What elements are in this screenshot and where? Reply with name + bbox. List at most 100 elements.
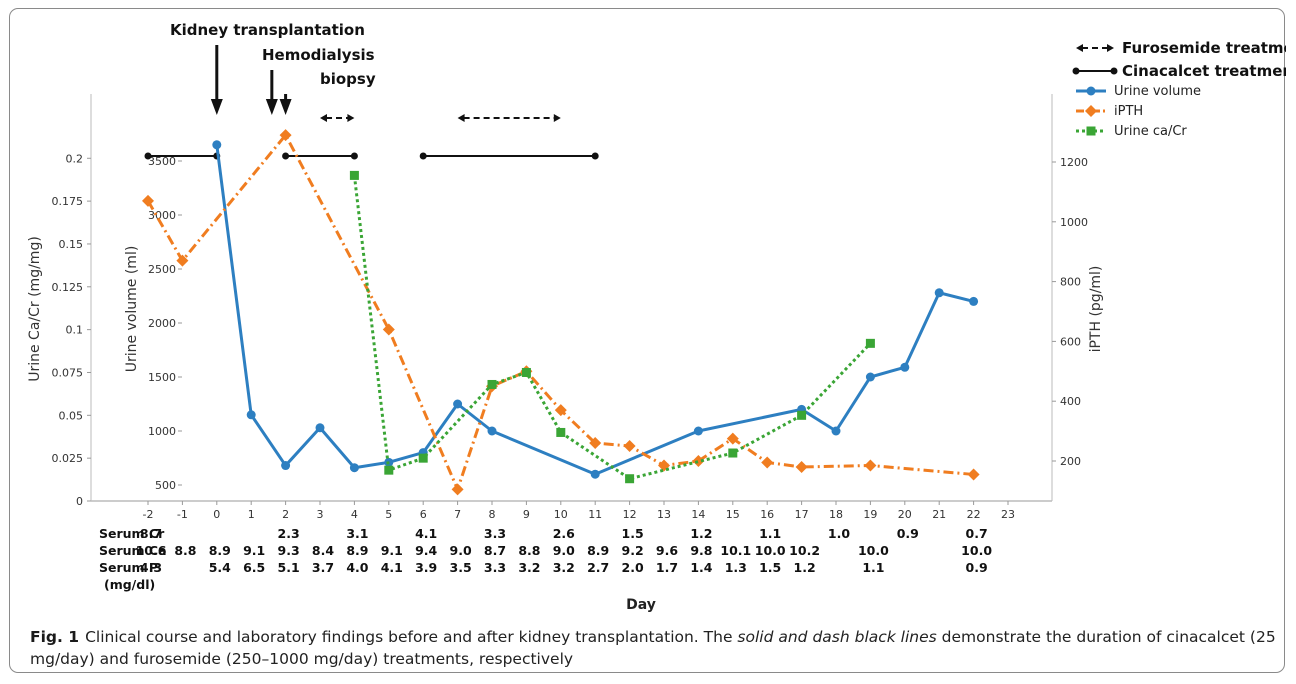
event-label: Hemodialysis xyxy=(262,46,375,64)
lab-value: 9.3 xyxy=(278,543,300,558)
lab-value: 8.9 xyxy=(346,543,368,558)
point-ipth xyxy=(451,483,464,496)
lab-value: 8.7 xyxy=(140,526,162,541)
point-urine-cacr xyxy=(521,367,531,377)
point-urine-volume xyxy=(590,469,600,479)
lab-value: 3.3 xyxy=(484,526,506,541)
lab-value: 2.6 xyxy=(553,526,575,541)
x-tick-label: 13 xyxy=(657,508,671,521)
lab-value: 1.2 xyxy=(794,560,816,575)
caption-italic: solid and dash black lines xyxy=(737,628,937,646)
point-ipth xyxy=(726,432,739,445)
legend-swatch-marker xyxy=(1085,105,1097,117)
lab-value: 9.6 xyxy=(656,543,678,558)
ipth-tick-label: 400 xyxy=(1060,395,1081,408)
point-ipth xyxy=(142,194,154,207)
point-urine-volume xyxy=(900,362,910,372)
cacr-tick-label: 0.05 xyxy=(59,409,84,422)
volume-tick-label: 3000 xyxy=(148,209,176,222)
furosemide-arrowhead xyxy=(320,114,327,122)
lab-value: 10.1 xyxy=(720,543,751,558)
lab-value: 9.0 xyxy=(553,543,575,558)
cinacalcet-endpoint xyxy=(419,152,427,160)
furosemide-arrowhead xyxy=(553,114,561,122)
x-tick-label: 21 xyxy=(932,508,946,521)
cacr-tick-label: 0.15 xyxy=(59,238,84,251)
point-urine-cacr xyxy=(625,474,635,484)
point-urine-volume xyxy=(969,296,979,306)
point-urine-volume xyxy=(212,140,222,150)
x-tick-label: 17 xyxy=(795,508,809,521)
lab-value: 9.1 xyxy=(381,543,403,558)
y-axis-title-volume: Urine volume (ml) xyxy=(124,246,140,373)
lab-value: 0.9 xyxy=(966,560,988,575)
volume-tick-label: 1000 xyxy=(148,425,176,438)
point-ipth xyxy=(176,254,189,267)
cacr-tick-label: 0 xyxy=(76,495,83,508)
point-ipth xyxy=(967,468,980,481)
lab-value: 4.3 xyxy=(140,560,162,575)
lab-value: 4.1 xyxy=(415,526,437,541)
point-ipth xyxy=(692,455,705,467)
lab-value: 5.4 xyxy=(209,560,231,575)
point-ipth xyxy=(382,323,395,336)
lab-value: 10.0 xyxy=(858,543,889,558)
point-urine-volume xyxy=(349,463,359,473)
x-tick-label: 5 xyxy=(385,508,392,521)
point-ipth xyxy=(589,437,602,450)
lab-value: 1.5 xyxy=(622,526,644,541)
lab-value: 8.8 xyxy=(174,543,196,558)
legend-cinacalcet-dot xyxy=(1110,67,1118,75)
lab-value: 10.6 xyxy=(136,543,167,558)
x-tick-label: 3 xyxy=(317,508,324,521)
lab-value: 9.8 xyxy=(690,543,712,558)
caption-text-2: demonstrate the duration of cinacalcet (… xyxy=(30,628,1276,668)
legend-label: Urine volume xyxy=(1114,84,1201,99)
x-tick-label: 6 xyxy=(420,508,427,521)
lab-value: 4.1 xyxy=(381,560,403,575)
legend-furosemide-arrow xyxy=(1107,44,1114,52)
legend-label: Cinacalcet treatment xyxy=(1122,62,1286,80)
point-urine-volume xyxy=(315,423,325,433)
lab-value: 8.4 xyxy=(312,543,334,558)
lab-value: 1.2 xyxy=(690,526,712,541)
point-urine-volume xyxy=(831,426,841,436)
point-urine-cacr xyxy=(556,427,566,437)
cacr-tick-label: 0.025 xyxy=(52,452,84,465)
lab-value: 8.7 xyxy=(484,543,506,558)
point-urine-cacr xyxy=(487,379,497,389)
lab-value: 1.3 xyxy=(725,560,747,575)
point-urine-cacr xyxy=(865,338,875,348)
volume-tick-label: 3500 xyxy=(148,155,176,168)
cacr-tick-label: 0.075 xyxy=(52,366,84,379)
furosemide-arrowhead xyxy=(347,114,355,122)
lab-value: 8.9 xyxy=(209,543,231,558)
lab-value: 0.7 xyxy=(966,526,988,541)
x-tick-label: 7 xyxy=(454,508,461,521)
y-axis-title-ipth: iPTH (pg/ml) xyxy=(1088,266,1104,353)
lab-value: 3.5 xyxy=(450,560,472,575)
cinacalcet-endpoint xyxy=(350,152,358,160)
lab-value: 1.4 xyxy=(690,560,712,575)
point-urine-cacr xyxy=(349,170,359,180)
lab-value: 4.0 xyxy=(346,560,368,575)
point-urine-cacr xyxy=(797,410,807,420)
lab-value: 2.0 xyxy=(622,560,644,575)
point-ipth xyxy=(761,456,774,469)
point-urine-volume xyxy=(281,461,291,471)
lab-row-label: Serum Ca xyxy=(99,543,167,558)
x-tick-label: -2 xyxy=(143,508,154,521)
furosemide-arrowhead xyxy=(457,114,465,122)
lab-value: 9.1 xyxy=(243,543,265,558)
lab-value: 3.7 xyxy=(312,560,334,575)
volume-tick-label: 1500 xyxy=(148,371,176,384)
point-urine-volume xyxy=(453,399,463,409)
cinacalcet-endpoint xyxy=(591,152,599,160)
lab-value: 1.1 xyxy=(759,526,781,541)
volume-tick-label: 500 xyxy=(155,479,176,492)
lab-value: 3.2 xyxy=(518,560,540,575)
legend-furosemide-arrow xyxy=(1076,44,1083,52)
lab-value: 2.3 xyxy=(278,526,300,541)
event-label: biopsy xyxy=(320,70,376,88)
x-tick-label: 15 xyxy=(726,508,740,521)
